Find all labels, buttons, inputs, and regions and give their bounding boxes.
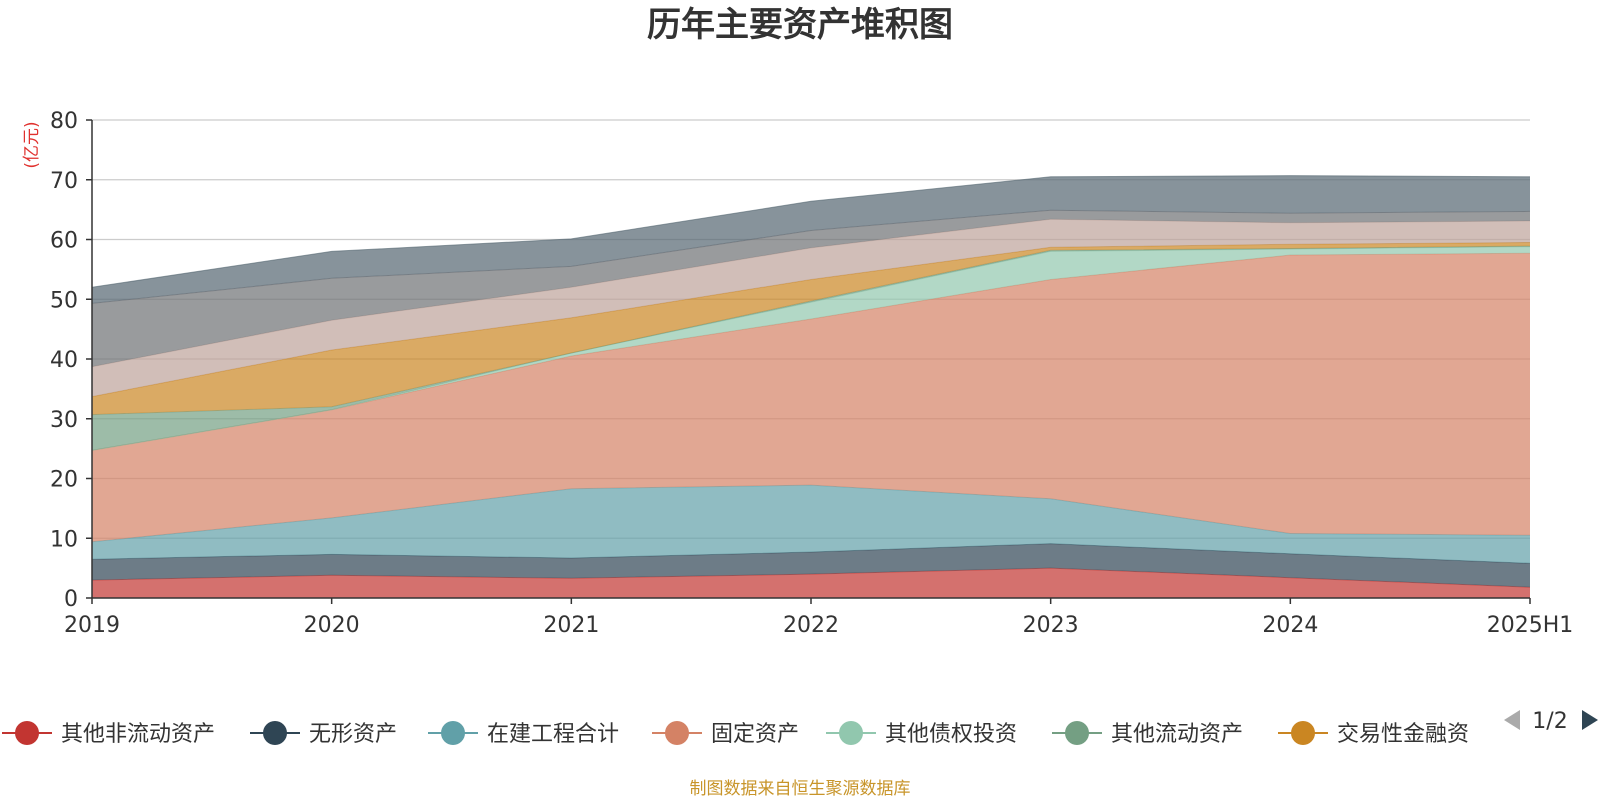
axes: 0 10 20 30 40 50 60 70 80 2019 2020 2021 2022 2023 202… bbox=[50, 109, 1573, 638]
legend-item-5[interactable]: 其他债权投资 bbox=[826, 721, 1017, 747]
legend-label: 其他非流动资产 bbox=[61, 722, 215, 747]
legend-label: 固定资产 bbox=[711, 722, 799, 747]
x-tick-label: 2022 bbox=[783, 613, 839, 638]
area-series-3 bbox=[92, 485, 1530, 564]
x-tick-label: 2020 bbox=[304, 613, 360, 638]
legend-label: 其他流动资产 bbox=[1111, 722, 1243, 747]
y-tick-label: 80 bbox=[50, 109, 78, 134]
y-tick-label: 70 bbox=[50, 169, 78, 194]
area-series-8 bbox=[92, 219, 1530, 397]
legend-item-6[interactable]: 其他流动资产 bbox=[1052, 721, 1243, 747]
x-tick-label: 2021 bbox=[543, 613, 599, 638]
legend-item-4[interactable]: 固定资产 bbox=[652, 721, 799, 747]
area-series-9 bbox=[92, 210, 1530, 367]
source-note: 制图数据来自恒生聚源数据库 bbox=[690, 779, 911, 799]
x-tick-label: 2019 bbox=[64, 613, 120, 638]
y-axis-unit: (亿元) bbox=[22, 121, 42, 168]
area-series-10-top-line bbox=[91, 175, 1531, 288]
pager-next-icon[interactable] bbox=[1582, 710, 1598, 730]
pager-page-number: 1/2 bbox=[1532, 709, 1567, 734]
y-tick-label: 50 bbox=[50, 288, 78, 313]
legend-circle-icon bbox=[15, 721, 39, 745]
legend-label: 在建工程合计 bbox=[487, 722, 619, 747]
pager-prev-icon[interactable] bbox=[1504, 710, 1520, 730]
legend-label: 其他债权投资 bbox=[885, 722, 1017, 747]
y-tick-label: 40 bbox=[50, 348, 78, 373]
legend-item-2[interactable]: 无形资产 bbox=[250, 721, 397, 747]
legend-circle-icon bbox=[263, 721, 287, 745]
y-tick-label: 0 bbox=[64, 587, 78, 612]
area-series-2 bbox=[92, 543, 1530, 588]
legend-circle-icon bbox=[665, 721, 689, 745]
legend-item-1[interactable]: 其他非流动资产 bbox=[2, 721, 215, 747]
legend-item-3[interactable]: 在建工程合计 bbox=[428, 721, 619, 747]
x-tick-label: 2024 bbox=[1262, 613, 1318, 638]
area-series-7 bbox=[92, 242, 1530, 415]
legend-item-7[interactable]: 交易性金融资 bbox=[1278, 721, 1469, 747]
y-tick-label: 20 bbox=[50, 468, 78, 493]
area-series-4 bbox=[92, 253, 1530, 542]
y-tick-label: 10 bbox=[50, 527, 78, 552]
legend: 其他非流动资产 无形资产 在建工程合计 固定资产 其他债权投资 其他流动资产 交易性金融资 bbox=[2, 721, 1469, 747]
legend-pager: 1/2 bbox=[1504, 709, 1598, 734]
y-tick-label: 30 bbox=[50, 408, 78, 433]
area-series-10 bbox=[92, 175, 1530, 304]
x-tick-label: 2023 bbox=[1023, 613, 1079, 638]
y-tick-label: 60 bbox=[50, 229, 78, 254]
legend-circle-icon bbox=[441, 721, 465, 745]
legend-circle-icon bbox=[1065, 721, 1089, 745]
legend-circle-icon bbox=[1291, 721, 1315, 745]
legend-label: 无形资产 bbox=[309, 722, 397, 747]
chart-title: 历年主要资产堆积图 bbox=[647, 5, 953, 45]
x-tick-label: 2025H1 bbox=[1487, 613, 1574, 638]
legend-circle-icon bbox=[839, 721, 863, 745]
area-series-group bbox=[91, 175, 1531, 598]
area-series-1 bbox=[92, 568, 1530, 598]
legend-label: 交易性金融资 bbox=[1337, 722, 1469, 747]
